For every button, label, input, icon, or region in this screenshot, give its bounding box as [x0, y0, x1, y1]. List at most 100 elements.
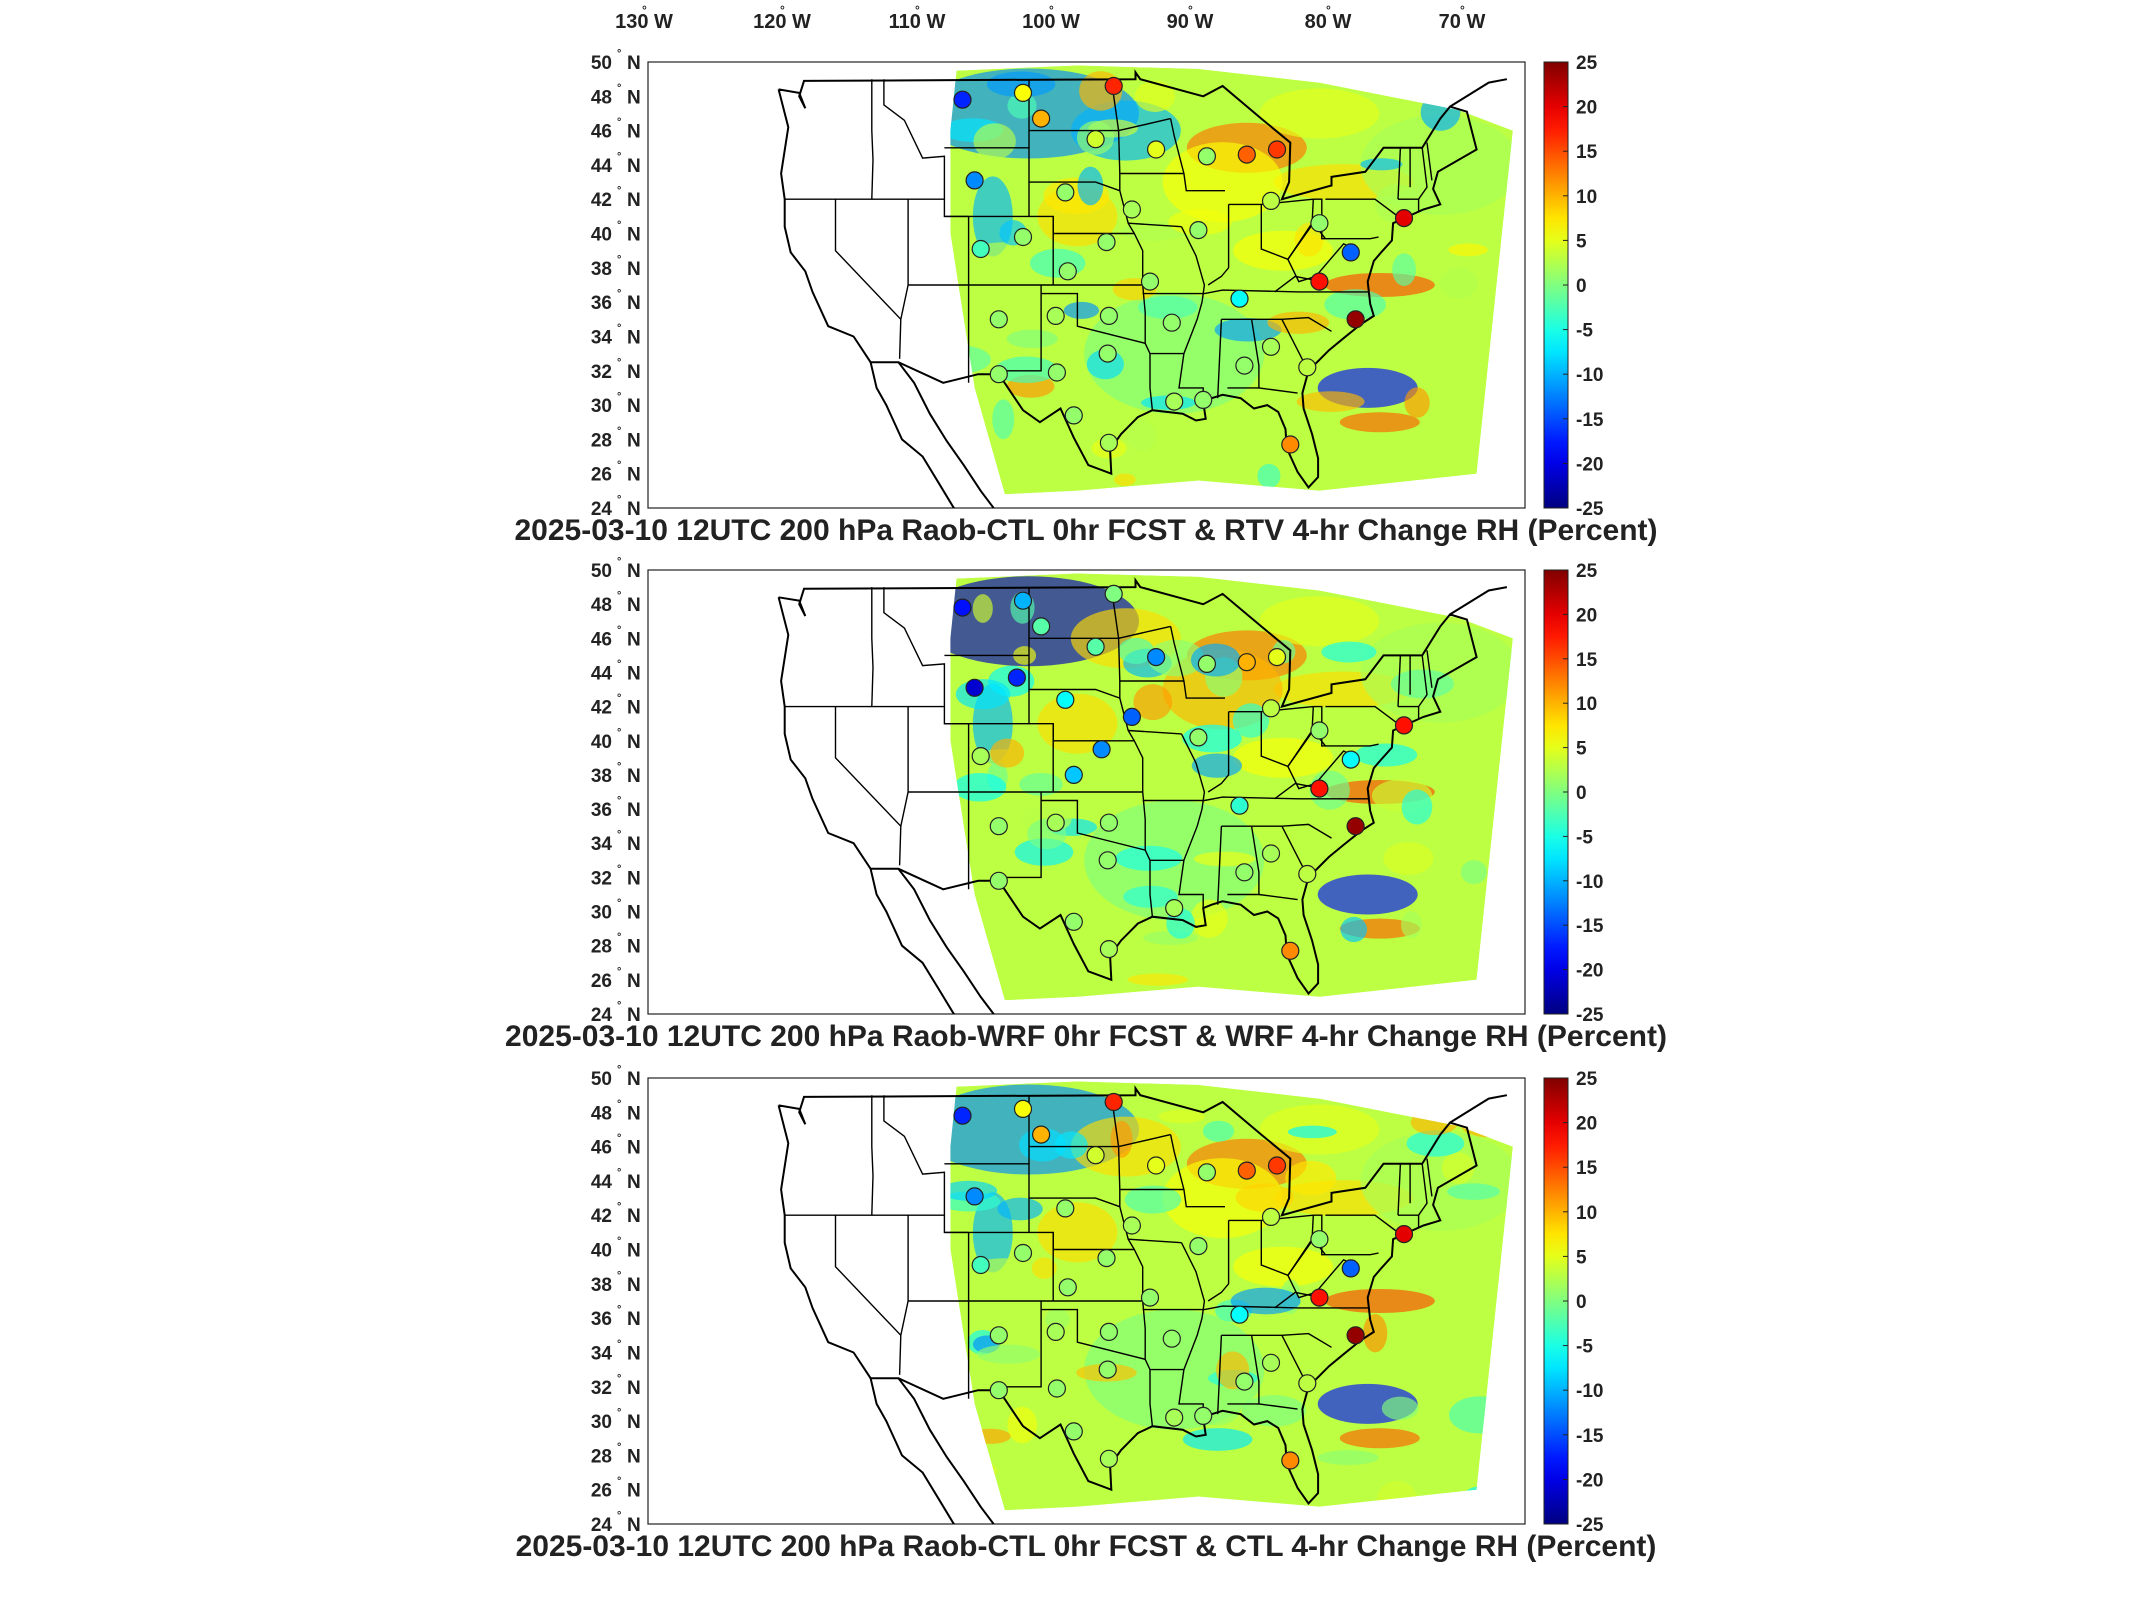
colorbar-label: 5 — [1576, 1247, 1587, 1268]
latitude-hemisphere: N — [627, 87, 641, 108]
state-boundary — [883, 587, 946, 707]
rh-anomaly — [1114, 473, 1136, 486]
state-boundary — [1398, 1163, 1428, 1216]
state-boundary — [997, 1301, 1042, 1388]
raob-station — [1099, 1322, 1119, 1342]
canada-coastline — [1449, 586, 1508, 616]
raob-station — [989, 365, 1008, 384]
raob-station — [1086, 637, 1105, 656]
longitude-label: 70 W — [1439, 11, 1486, 33]
latitude-label: 40 — [591, 1241, 612, 1262]
rh-anomaly — [1126, 420, 1156, 452]
colorbar-label: -10 — [1576, 1381, 1603, 1402]
state-boundary — [1227, 826, 1260, 896]
latitude-hemisphere: N — [627, 698, 641, 719]
map-panel: 50 ° N48 ° N46 ° N44 ° N42 ° N40 ° N38 ° N36 ° N34 ° N32 ° N… — [516, 1064, 1657, 1563]
latitude-label: 34 — [591, 1343, 613, 1364]
latitude-label: 30 — [591, 396, 612, 417]
raob-station — [965, 171, 984, 190]
raob-station — [1235, 863, 1254, 882]
us-coastline — [777, 69, 1478, 489]
raob-station — [989, 1381, 1008, 1400]
latitude-label: 26 — [591, 971, 612, 992]
rh-anomaly — [1158, 1109, 1206, 1124]
state-boundary — [1041, 1308, 1146, 1360]
latitude-label: 30 — [591, 903, 612, 924]
raob-station — [1146, 1156, 1166, 1175]
state-boundary — [1397, 147, 1402, 200]
boundaries — [777, 577, 1508, 1014]
state-boundary — [1178, 226, 1206, 402]
state-boundary — [1313, 1214, 1379, 1256]
rh-anomaly — [1182, 1428, 1253, 1451]
latitude-hemisphere: N — [627, 834, 641, 855]
degree-mark: ° — [617, 322, 621, 334]
latitude-hemisphere: N — [627, 156, 641, 177]
degree-mark: ° — [617, 48, 621, 60]
raob-station — [1046, 813, 1065, 832]
degree-mark: ° — [617, 117, 621, 129]
colorbar-label: -15 — [1576, 410, 1604, 431]
state-boundary — [1221, 316, 1332, 332]
raob-station — [1281, 941, 1300, 960]
rh-anomaly — [972, 594, 993, 623]
raob-station — [1310, 779, 1329, 798]
degree-mark: ° — [617, 829, 621, 841]
latitude-hemisphere: N — [627, 1241, 641, 1262]
raob-station — [1099, 306, 1119, 325]
state-boundary — [1274, 782, 1314, 800]
raob-station — [1261, 1353, 1281, 1372]
degree-mark: ° — [617, 220, 621, 232]
degree-mark: ° — [617, 624, 621, 636]
rh-anomaly — [1296, 391, 1365, 412]
degree-mark: ° — [617, 1201, 621, 1213]
raob-station — [1099, 1449, 1119, 1468]
latitude-hemisphere: N — [627, 1343, 641, 1364]
latitude-label: 46 — [591, 629, 612, 650]
colorbar-label: -20 — [1576, 454, 1603, 475]
raob-station — [989, 871, 1008, 890]
colorbar-label: 20 — [1576, 1114, 1597, 1135]
degree-mark: ° — [617, 1304, 621, 1316]
colorbar-label: -25 — [1576, 1515, 1604, 1536]
colorbar-label: 10 — [1576, 187, 1597, 208]
state-boundary — [997, 285, 1042, 372]
rh-anomaly — [1191, 753, 1242, 778]
colorbar-label: -10 — [1576, 872, 1603, 893]
state-boundary — [1397, 1163, 1402, 1216]
latitude-hemisphere: N — [627, 629, 641, 650]
rh-anomaly — [1285, 1160, 1337, 1196]
rh-field — [950, 573, 1513, 1001]
rh-anomaly — [1190, 643, 1241, 677]
rh-anomaly — [1360, 1130, 1513, 1231]
colorbar-label: -25 — [1576, 499, 1604, 520]
rh-anomaly — [1363, 1314, 1388, 1353]
map-panel: 50 ° N48 ° N46 ° N44 ° N42 ° N40 ° N38 ° N36 ° N34 ° N32 ° N… — [514, 48, 1657, 547]
rh-anomaly — [1401, 911, 1422, 939]
latitude-label: 46 — [591, 1138, 612, 1159]
raob-station — [1099, 939, 1119, 959]
degree-mark: ° — [617, 932, 621, 944]
latitude-hemisphere: N — [627, 1103, 641, 1124]
latitude-label: 38 — [591, 1275, 612, 1296]
raob-station — [1197, 1163, 1217, 1182]
degree-mark: ° — [617, 1098, 621, 1110]
state-boundary — [1178, 1242, 1206, 1418]
latitude-label: 32 — [591, 868, 612, 889]
raob-station — [1197, 654, 1217, 674]
rh-anomaly — [1317, 874, 1418, 915]
latitude-label: 28 — [591, 937, 612, 958]
state-boundary — [1325, 198, 1399, 217]
latitude-hemisphere: N — [627, 327, 641, 348]
longitude-label: 120 W — [753, 11, 811, 33]
latitude-label: 44 — [591, 156, 613, 177]
raob-station — [1341, 1259, 1360, 1278]
raob-station — [1230, 1305, 1249, 1324]
degree-mark: ° — [617, 288, 621, 300]
rh-anomaly — [1447, 1183, 1500, 1200]
raob-station — [1261, 191, 1281, 210]
state-boundary — [1128, 222, 1182, 228]
raob-station — [1261, 337, 1281, 356]
degree-mark: ° — [617, 460, 621, 472]
state-boundary — [834, 706, 902, 827]
